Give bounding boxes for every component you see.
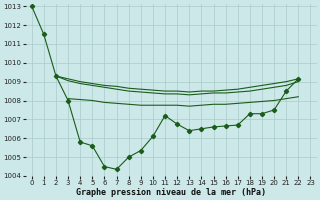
X-axis label: Graphe pression niveau de la mer (hPa): Graphe pression niveau de la mer (hPa): [76, 188, 266, 197]
